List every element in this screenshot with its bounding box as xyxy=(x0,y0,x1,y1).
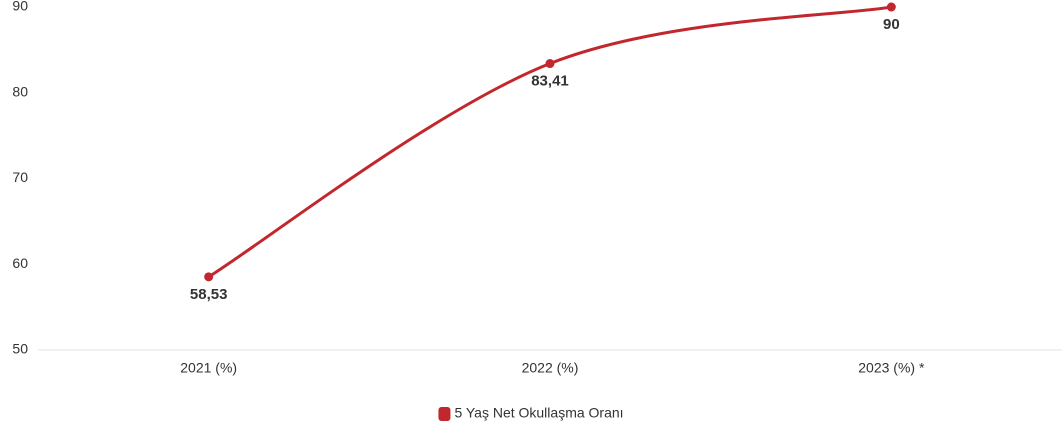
value-label: 83,41 xyxy=(531,72,569,89)
y-tick-label: 70 xyxy=(12,169,28,185)
y-tick-label: 90 xyxy=(12,0,28,14)
point xyxy=(886,2,896,12)
value-label: 58,53 xyxy=(190,286,228,303)
y-tick-label: 80 xyxy=(12,83,28,99)
legend-label: 5 Yaş Net Okullaşma Oranı xyxy=(454,405,623,421)
x-tick-label: 2022 (%) xyxy=(522,360,579,376)
x-tick-label: 2021 (%) xyxy=(180,360,237,376)
point xyxy=(545,59,555,69)
value-label: 90 xyxy=(883,16,900,33)
x-tick-label: 2023 (%) * xyxy=(858,360,925,376)
legend-swatch xyxy=(438,407,451,421)
legend: 5 Yaş Net Okullaşma Oranı xyxy=(438,405,624,421)
line xyxy=(207,5,892,279)
y-tick-label: 60 xyxy=(12,255,28,271)
point xyxy=(204,272,214,282)
y-tick-label: 50 xyxy=(12,341,28,357)
